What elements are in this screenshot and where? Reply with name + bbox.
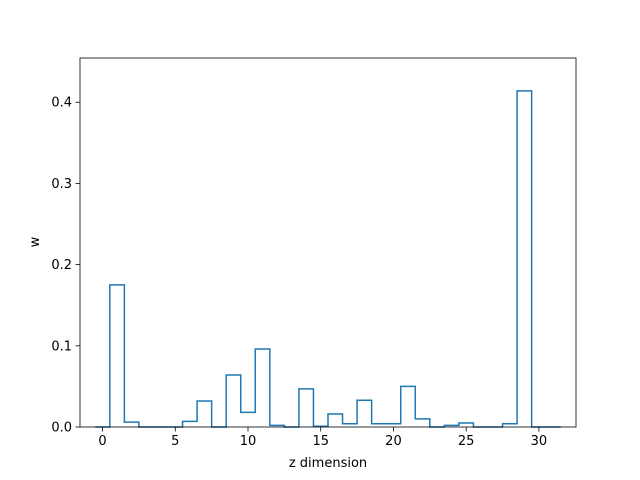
x-tick-label: 30 xyxy=(531,434,548,449)
x-tick-label: 25 xyxy=(458,434,475,449)
y-tick-label: 0.1 xyxy=(51,339,72,354)
x-axis-ticks: 0 5 10 15 20 25 30 xyxy=(98,427,547,449)
x-tick-label: 0 xyxy=(98,434,106,449)
series-step-line xyxy=(95,90,561,428)
y-axis-ticks: 0.0 0.1 0.2 0.3 0.4 xyxy=(51,96,80,436)
axes-frame xyxy=(79,57,577,428)
plot-area xyxy=(95,90,561,428)
y-tick-label: 0.3 xyxy=(51,177,72,192)
y-tick-label: 0.2 xyxy=(51,258,72,273)
x-tick-label: 15 xyxy=(312,434,329,449)
y-tick-label: 0.4 xyxy=(51,96,72,111)
x-axis-label: z dimension xyxy=(289,456,367,471)
x-tick-label: 5 xyxy=(171,434,179,449)
x-tick-label: 20 xyxy=(385,434,402,449)
x-tick-label: 10 xyxy=(240,434,257,449)
y-tick-label: 0.0 xyxy=(51,421,72,436)
y-axis-label: w xyxy=(28,236,43,247)
